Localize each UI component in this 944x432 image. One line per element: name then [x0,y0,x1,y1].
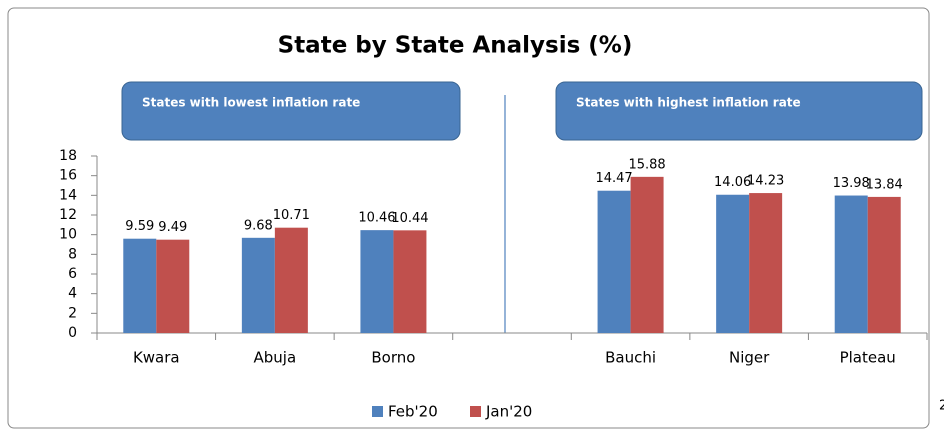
annotation: States with lowest inflation rate [142,96,360,110]
value-label: 14.23 [747,174,784,189]
x-tick-label: Kwara [133,349,180,367]
annotation-box [555,81,923,141]
value-label: 9.68 [244,218,273,233]
legend-swatch [372,406,383,417]
value-label: 15.88 [628,157,665,172]
y-tick-label: 8 [68,246,77,262]
page-marker: 2 [939,399,944,414]
annotation: States with highest inflation rate [576,96,801,110]
x-tick-label: Abuja [254,349,297,367]
bar [241,237,275,333]
value-label: 10.46 [358,211,395,226]
bar [630,176,664,333]
y-tick-label: 16 [59,168,77,184]
x-tick-label: Plateau [840,349,896,367]
y-tick-label: 6 [68,266,77,282]
y-tick-label: 14 [59,187,77,203]
bar [360,230,394,333]
bar [393,230,427,333]
y-tick-label: 4 [68,286,77,302]
bar [716,194,750,333]
x-tick-label: Niger [729,349,770,367]
bar [274,227,308,333]
bar [749,193,783,333]
legend-label: Jan'20 [485,403,532,421]
legend-label: Feb'20 [388,403,438,421]
x-tick-label: Borno [371,349,415,367]
bar [867,196,901,333]
legend-swatch [470,406,481,417]
value-label: 13.84 [866,177,903,192]
value-label: 10.71 [273,208,310,223]
value-label: 14.47 [595,171,632,186]
y-tick-label: 18 [59,148,77,164]
bar [123,238,157,333]
bar [597,190,631,333]
value-label: 10.44 [391,211,428,226]
y-tick-label: 10 [59,227,77,243]
bar [834,195,868,333]
value-label: 9.59 [125,219,154,234]
bar [156,239,190,333]
x-tick-label: Bauchi [605,349,656,367]
value-label: 13.98 [833,176,870,191]
chart-title: State by State Analysis (%) [278,33,633,59]
value-label: 9.49 [158,220,187,235]
value-label: 14.06 [714,175,751,190]
y-tick-label: 0 [68,325,77,341]
y-tick-label: 2 [68,305,77,321]
annotation-box [121,81,461,141]
y-tick-label: 12 [59,207,77,223]
